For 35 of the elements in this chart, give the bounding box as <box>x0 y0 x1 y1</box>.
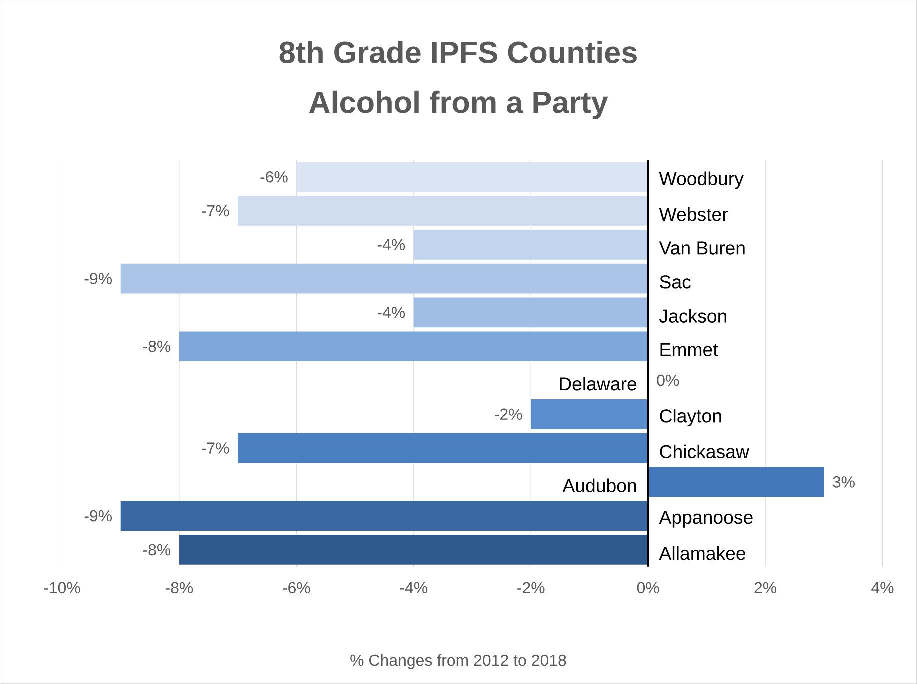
y-tick-label: Appanoose <box>659 511 753 528</box>
y-tick-label: Jackson <box>660 309 726 323</box>
data-label: 0% <box>657 374 680 386</box>
data-label: -7% <box>202 205 230 217</box>
x-tick-label: -8% <box>166 582 194 594</box>
y-tick-label: Emmet <box>660 343 718 356</box>
y-tick-label: Delaware <box>560 376 637 391</box>
data-label: -4% <box>378 307 406 318</box>
x-tick-label: 2% <box>754 582 777 594</box>
x-tick-label: -6% <box>283 582 310 594</box>
data-label: -7% <box>202 442 230 454</box>
y-tick-label: Audubon <box>562 478 636 492</box>
x-tick-label: -4% <box>400 582 428 594</box>
y-tick-label: Van Buren <box>659 242 745 255</box>
data-label: -6% <box>260 171 288 183</box>
x-tick-label: -2% <box>518 582 545 594</box>
x-tick-label: 0% <box>637 582 660 594</box>
data-label: -8% <box>143 340 171 352</box>
data-label: -8% <box>143 544 171 556</box>
data-label: -9% <box>84 510 112 522</box>
y-tick-label: Woodbury <box>659 172 744 190</box>
data-label: 3% <box>833 476 855 488</box>
y-tick-label: Chickasaw <box>660 444 750 458</box>
y-tick-label: Sac <box>660 276 691 289</box>
x-axis-title: % Changes from 2012 to 2018 <box>350 654 566 670</box>
y-tick-label: Allamakee <box>659 546 746 560</box>
data-label: -2% <box>495 408 522 420</box>
chart-subtitle: Alcohol from a Party <box>309 90 608 120</box>
data-label: -9% <box>84 273 112 284</box>
chart-title: 8th Grade IPFS Counties <box>280 40 637 64</box>
x-tick-label: 4% <box>872 582 894 594</box>
data-label: -4% <box>378 239 406 250</box>
y-tick-label: Clayton <box>660 409 722 426</box>
y-tick-label: Webster <box>659 207 728 222</box>
x-tick-label: -10% <box>44 582 80 594</box>
